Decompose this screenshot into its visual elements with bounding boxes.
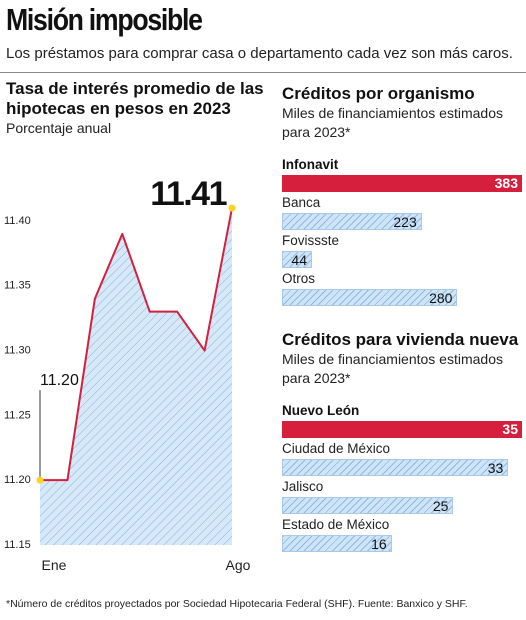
y-tick-label: 11.35 — [4, 280, 31, 292]
y-tick-label: 11.40 — [4, 215, 31, 227]
end-value-label: 11.41 — [150, 175, 226, 213]
bar-label: Ciudad de México — [282, 441, 391, 456]
interest-rate-area — [40, 207, 232, 545]
bar: 383 — [282, 175, 522, 192]
bar: 280 — [282, 289, 458, 306]
bar-value: 223 — [393, 214, 417, 230]
vivienda-title: Créditos para vivienda nueva — [282, 330, 519, 349]
bar-value: 383 — [494, 175, 518, 191]
interest-rate-chart: 11.15 11.20 11.25 11.30 11.35 11.40 11.20 11.… — [4, 175, 251, 573]
end-point-marker — [228, 204, 236, 212]
line-chart-title: Tasa de interés promedio de las hipoteca… — [6, 79, 264, 118]
bar-value: 16 — [371, 536, 387, 552]
x-tick-label: Ene — [42, 557, 67, 573]
organismo-title: Créditos por organismo — [282, 84, 475, 103]
bar: 35 — [282, 421, 522, 438]
bar: 33 — [282, 459, 509, 476]
start-point-marker — [36, 476, 44, 484]
bar-value: 35 — [502, 421, 518, 437]
bar-value: 44 — [291, 252, 307, 268]
y-tick-label: 11.25 — [4, 409, 31, 421]
bar: 25 — [282, 497, 454, 514]
bar-value: 33 — [487, 460, 504, 476]
bar-label: Banca — [282, 195, 321, 210]
header-divider — [0, 72, 526, 73]
organismo-subtitle: Miles de financiamientos estimados para … — [282, 105, 503, 140]
bar-label: Infonavit — [282, 157, 339, 172]
bar-label: Otros — [282, 271, 316, 286]
bar: 44 — [282, 251, 312, 268]
start-value-label: 11.20 — [40, 372, 79, 389]
y-tick-label: 11.20 — [4, 474, 31, 486]
page-subtitle: Los préstamos para comprar casa o depart… — [6, 45, 513, 62]
y-tick-label: 11.15 — [4, 539, 31, 551]
bar-label: Estado de México — [282, 517, 390, 532]
vivienda-subtitle: Miles de financiamientos estimados para … — [282, 351, 503, 386]
bar-value: 280 — [429, 290, 453, 306]
footnote: *Número de créditos proyectados por Soci… — [6, 598, 468, 610]
bar-label: Nuevo León — [282, 403, 360, 418]
bar-value: 25 — [432, 498, 449, 514]
interest-rate-line — [40, 207, 233, 482]
x-tick-label: Ago — [226, 557, 251, 573]
page-title: Misión imposible — [6, 2, 203, 37]
bar-label: Jalisco — [282, 479, 324, 494]
line-chart-subtitle: Porcentaje anual — [6, 120, 112, 136]
y-tick-label: 11.30 — [4, 345, 31, 357]
bar: 16 — [282, 535, 392, 552]
bar-label: Fovissste — [282, 233, 340, 248]
bar: 223 — [282, 213, 422, 230]
